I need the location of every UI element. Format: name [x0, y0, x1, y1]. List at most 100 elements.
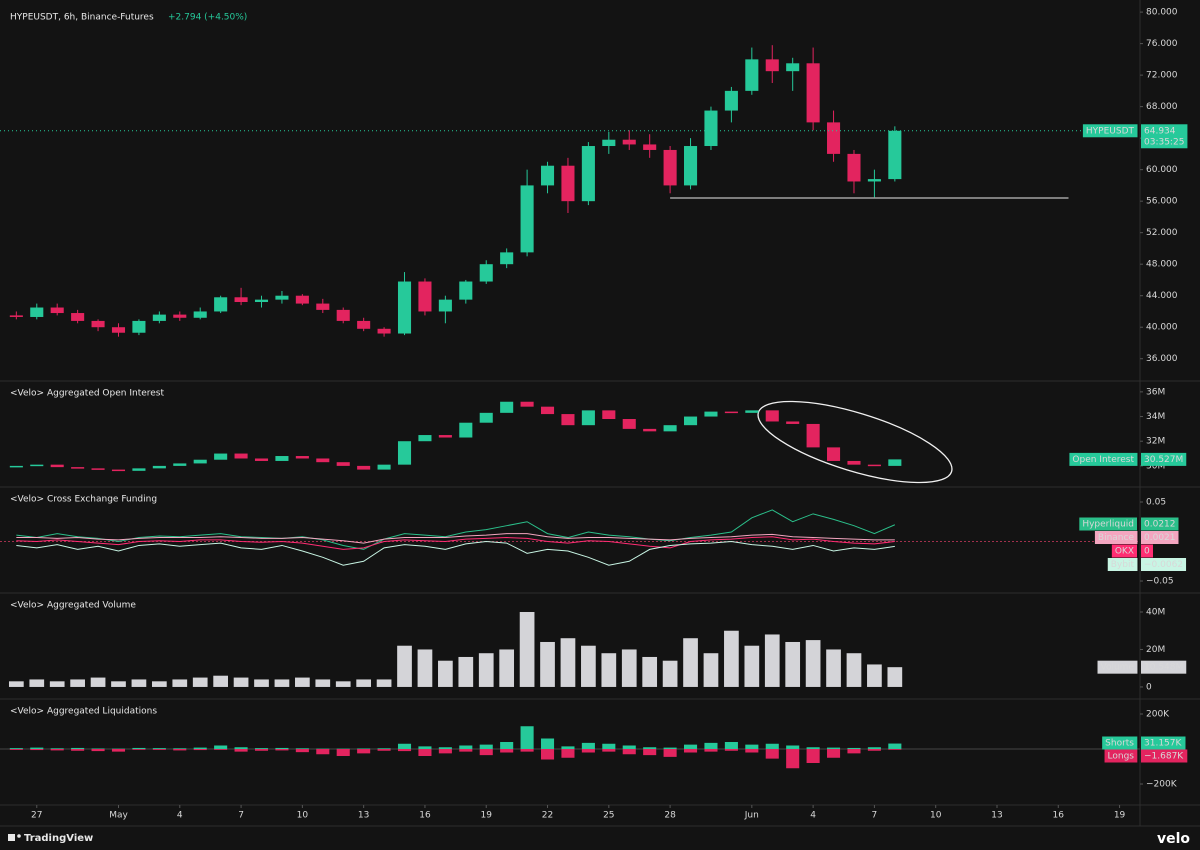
liquidation-bar: [500, 749, 514, 753]
tradingview-logo: TradingView: [8, 833, 93, 844]
liquidation-bar: [847, 747, 861, 749]
badge-label-box: [1097, 660, 1138, 674]
volume-bar: [846, 653, 862, 687]
badge-label-box: [1069, 452, 1138, 466]
badge-value: 31.157K: [1144, 739, 1182, 749]
volume-bar: [724, 630, 739, 687]
candle-body: [50, 307, 64, 314]
liquidation-bar: [214, 749, 228, 750]
oi-candle: [418, 435, 432, 442]
candle-body: [254, 299, 269, 303]
candle-body: [152, 314, 166, 321]
volume-bar: [213, 675, 228, 687]
candle-body: [786, 63, 800, 72]
liquidation-bar: [827, 749, 841, 758]
liquidation-bar: [520, 749, 534, 752]
x-tick-label: 4: [810, 811, 816, 821]
price-change: +2.794 (+4.50%): [168, 13, 247, 23]
volume-bar: [662, 660, 678, 687]
liquidation-bar: [786, 749, 800, 769]
liquidation-bar: [173, 749, 187, 751]
badge-label: Hyperliquid: [1082, 520, 1134, 530]
candle-body: [397, 281, 412, 334]
y-tick-label: 40.000: [1146, 323, 1178, 333]
oi-candle: [704, 411, 718, 417]
x-tick-label: 10: [297, 811, 309, 821]
oi-candle: [459, 422, 473, 438]
source: velo: [1157, 831, 1190, 847]
candle-body: [418, 281, 432, 312]
badge-countdown: 03:35:25: [1144, 137, 1184, 147]
volume-bar: [785, 641, 801, 687]
liquidation-bar: [806, 749, 820, 763]
oi-candle: [275, 456, 289, 461]
panel-title: <Velo> Aggregated Open Interest: [10, 389, 164, 399]
candle-body: [336, 309, 350, 321]
candle-body: [704, 110, 718, 147]
badge-value: 0: [1144, 547, 1150, 557]
badge-label: Longs: [1108, 752, 1135, 762]
y-tick-label: −200K: [1146, 780, 1178, 790]
brand: TradingView: [24, 833, 93, 844]
liquidation-bar: [663, 749, 677, 757]
liquidation-bar: [9, 748, 23, 749]
liquidation-bar: [888, 749, 902, 750]
oi-candle: [561, 414, 575, 426]
liquidation-bar: [540, 738, 555, 749]
x-tick-label: 16: [1053, 811, 1065, 821]
funding-line: [16, 533, 895, 544]
liquidation-bar: [295, 748, 309, 750]
liquidation-bar: [254, 748, 269, 749]
liquidation-bar: [132, 749, 146, 750]
liquidation-bar: [724, 749, 738, 751]
candle-body: [684, 146, 698, 186]
oi-candle: [357, 465, 371, 470]
volume-bar: [152, 681, 167, 687]
volume-bar: [356, 679, 372, 687]
liquidation-bar: [888, 743, 902, 749]
candle-body: [867, 179, 881, 182]
oi-candle: [234, 453, 248, 459]
candle-body: [111, 327, 126, 333]
y-tick-label: 80.000: [1146, 8, 1178, 18]
liquidation-bar: [377, 749, 391, 751]
volume-bar: [519, 611, 535, 687]
liquidation-bar: [418, 749, 432, 756]
liquidation-bar: [602, 743, 616, 749]
oi-candle: [888, 459, 902, 466]
oi-candle: [765, 410, 779, 422]
candle-body: [827, 122, 841, 154]
oi-candle: [316, 458, 330, 463]
x-tick-label: 10: [930, 811, 942, 821]
candle-body: [724, 90, 738, 111]
oi-candle: [377, 464, 391, 470]
candle-body: [581, 146, 595, 202]
liquidation-bar: [275, 747, 289, 749]
liquidation-bar: [234, 747, 248, 749]
oi-candle: [214, 453, 228, 460]
liquidation-bar: [30, 747, 44, 749]
candle-body: [295, 295, 309, 304]
y-tick-label: 36M: [1146, 387, 1165, 397]
oi-candle: [581, 410, 595, 426]
candle-body: [357, 320, 371, 329]
badge-value: 64.934: [1144, 126, 1176, 136]
candle-body: [479, 264, 493, 282]
oi-candle: [30, 464, 44, 467]
liquidation-bar: [295, 749, 309, 753]
y-tick-label: 72.000: [1146, 71, 1178, 81]
oi-candle: [602, 410, 616, 420]
badge-value-box: [1141, 544, 1153, 558]
oi-candle: [438, 435, 452, 438]
y-tick-label: 0.05: [1146, 497, 1166, 507]
volume-bar: [683, 638, 698, 687]
candle-body: [663, 149, 677, 186]
liquidation-bar: [643, 747, 657, 749]
liquidation-bar: [397, 743, 412, 749]
funding-line: [16, 509, 896, 550]
liquidation-bar: [336, 749, 350, 756]
badge-label: Volume: [1101, 663, 1135, 673]
liquidation-bar: [684, 744, 698, 749]
oi-candle: [50, 464, 64, 468]
liquidation-bar: [622, 745, 636, 749]
